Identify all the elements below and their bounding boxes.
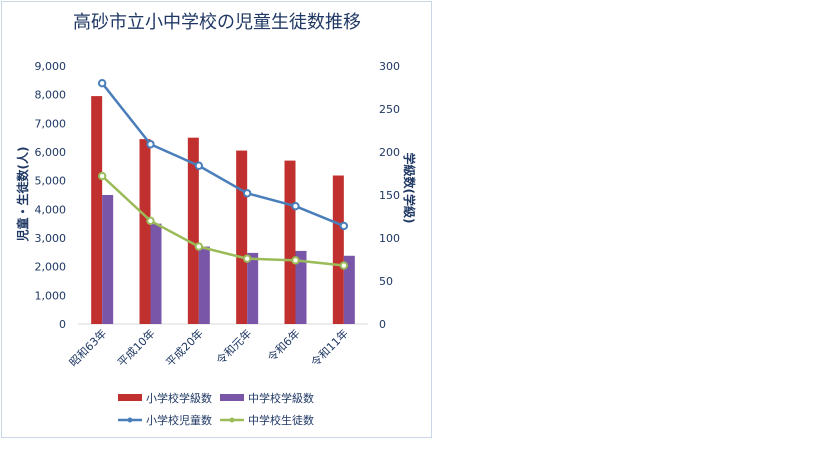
legend-swatch bbox=[220, 394, 244, 401]
y-right-tick-label: 300 bbox=[379, 60, 400, 73]
y-left-tick-label: 2,000 bbox=[35, 261, 67, 274]
line-point bbox=[146, 216, 155, 226]
legend-label: 小学校学級数 bbox=[146, 391, 212, 405]
series-line bbox=[101, 82, 345, 228]
y-axis-left-title: 児童・生徒数(人) bbox=[15, 147, 30, 243]
bar bbox=[187, 137, 199, 324]
line-point bbox=[146, 140, 155, 149]
y-left-tick-label: 5,000 bbox=[35, 175, 67, 188]
y-left-tick-label: 1,000 bbox=[35, 289, 67, 302]
y-right-tick-label: 250 bbox=[379, 103, 400, 116]
bar bbox=[102, 195, 114, 324]
line-point bbox=[97, 79, 107, 88]
bar bbox=[332, 175, 344, 324]
y-axis-right-title: 学級数(学級) bbox=[402, 153, 417, 224]
line-point bbox=[194, 161, 204, 170]
y-left-tick-label: 9,000 bbox=[35, 60, 67, 73]
legend-marker bbox=[127, 417, 133, 423]
line-point bbox=[339, 261, 349, 270]
y-left-tick-label: 8,000 bbox=[35, 89, 67, 102]
x-tick-label: 昭和63年 bbox=[66, 326, 109, 369]
bar bbox=[284, 160, 296, 324]
y-right-tick-label: 150 bbox=[379, 189, 400, 202]
y-left-tick-label: 4,000 bbox=[35, 203, 67, 216]
chart-frame bbox=[1, 1, 432, 438]
y-right-tick-label: 200 bbox=[379, 146, 400, 159]
y-left-tick-label: 0 bbox=[59, 318, 66, 331]
legend-label: 中学校生徒数 bbox=[248, 413, 314, 427]
y-left-tick-label: 3,000 bbox=[35, 232, 67, 245]
bar bbox=[198, 246, 210, 324]
line-point bbox=[242, 189, 252, 198]
y-left-tick-label: 7,000 bbox=[35, 117, 67, 130]
line-point bbox=[194, 242, 204, 251]
y-left-tick-label: 6,000 bbox=[35, 146, 67, 159]
x-tick-label: 令和元年 bbox=[213, 326, 254, 367]
line-point bbox=[97, 171, 107, 181]
x-tick-label: 令和6年 bbox=[264, 326, 302, 364]
y-right-tick-label: 100 bbox=[379, 232, 400, 245]
legend-label: 中学校学級数 bbox=[248, 391, 314, 405]
series-line bbox=[101, 175, 344, 267]
x-tick-label: 平成20年 bbox=[163, 326, 206, 369]
line-point bbox=[339, 221, 349, 231]
y-right-tick-label: 0 bbox=[379, 318, 386, 331]
x-tick-label: 平成10年 bbox=[114, 326, 157, 369]
bar bbox=[247, 252, 259, 324]
line-point bbox=[242, 254, 252, 263]
bar bbox=[236, 150, 248, 324]
x-tick-label: 令和11年 bbox=[308, 326, 351, 369]
chart-title: 高砂市立小中学校の児童生徒数推移 bbox=[73, 12, 361, 33]
y-right-tick-label: 50 bbox=[379, 275, 393, 288]
bar bbox=[150, 223, 162, 324]
bar bbox=[91, 96, 103, 324]
bar bbox=[139, 139, 151, 324]
plot-area: 0 1,000 2,000 3,000 4,000 5,000 6,000 7,000 8,00… bbox=[35, 60, 401, 369]
line-point bbox=[291, 201, 300, 211]
legend-label: 小学校児童数 bbox=[146, 413, 212, 427]
legend-marker bbox=[229, 417, 235, 423]
legend-swatch bbox=[118, 394, 142, 401]
bar bbox=[343, 255, 355, 324]
line-point bbox=[291, 256, 300, 265]
bar bbox=[295, 250, 307, 324]
